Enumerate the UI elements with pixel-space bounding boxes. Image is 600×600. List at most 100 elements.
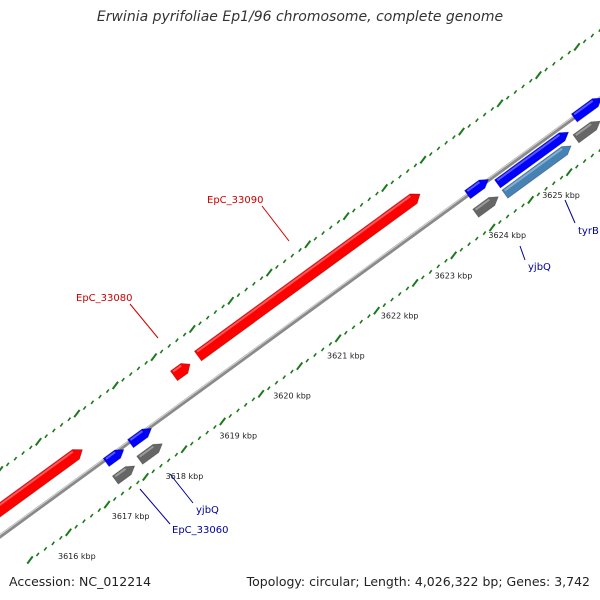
inner-tick xyxy=(351,325,356,330)
inner-tick xyxy=(397,291,402,297)
inner-tick xyxy=(474,236,479,241)
inner-tick xyxy=(82,519,86,524)
outer-tick xyxy=(496,99,504,108)
cds-bar-d xyxy=(111,465,136,485)
outer-tick xyxy=(5,462,10,467)
inner-tick xyxy=(582,159,587,164)
inner-tick xyxy=(251,397,256,402)
outer-tick xyxy=(298,247,302,253)
inner-tick xyxy=(296,361,304,371)
tick-label: 3617 kbp xyxy=(112,512,150,521)
inner-tick xyxy=(527,195,535,205)
gene-label: EpC_33090 xyxy=(207,195,263,206)
gene-arrow-tyrb xyxy=(501,145,572,199)
inner-tick xyxy=(89,513,94,518)
outer-tick xyxy=(313,236,318,241)
inner-tick xyxy=(498,219,502,225)
outer-tick xyxy=(98,394,102,399)
outer-tick xyxy=(405,168,410,174)
outer-tick xyxy=(167,343,172,348)
outer-tick xyxy=(175,338,179,343)
gene-arrow-forward-left xyxy=(0,449,83,520)
tick-labels: 3616 kbp 3617 kbp 3618 kbp 3619 kbp 3620 kbp… xyxy=(58,191,580,561)
gene-label: tyrB xyxy=(578,226,599,237)
gene-arrow-reverse-b xyxy=(570,97,600,123)
inner-tick xyxy=(180,444,188,454)
outer-tick xyxy=(265,268,273,277)
outer-tick xyxy=(544,67,548,72)
outer-tick xyxy=(34,437,42,446)
outer-tick xyxy=(452,135,456,140)
inner-tick xyxy=(151,469,156,474)
outer-tick xyxy=(105,388,110,394)
inner-tick xyxy=(166,458,171,463)
outer-tick xyxy=(252,281,256,286)
tick-label: 3624 kbp xyxy=(488,231,526,240)
inner-tick xyxy=(35,552,40,557)
outer-tick xyxy=(213,309,218,315)
inner-tick xyxy=(320,347,325,352)
outer-tick xyxy=(111,381,119,390)
inner-tick xyxy=(313,352,317,358)
outer-tick xyxy=(282,259,287,264)
inner-tick xyxy=(174,452,179,457)
outer-tick xyxy=(328,225,333,230)
inner-tick xyxy=(142,472,150,482)
tick-label: 3622 kbp xyxy=(381,311,419,320)
gene-label: EpC_33060 xyxy=(172,525,228,536)
inner-tick xyxy=(120,491,125,496)
outer-tick xyxy=(413,163,418,168)
inner-tick xyxy=(328,341,333,346)
inner-tick xyxy=(135,480,140,485)
inner-tick xyxy=(189,441,194,446)
gene-arrow-reverse-a xyxy=(463,178,490,200)
outer-tick xyxy=(28,445,33,450)
inner-tick xyxy=(112,496,117,502)
outer-tick xyxy=(321,230,325,236)
inner-tick xyxy=(282,375,287,380)
outer-tick xyxy=(198,321,202,326)
inner-tick xyxy=(74,524,79,529)
inner-tick xyxy=(334,334,342,343)
outer-tick xyxy=(52,428,56,433)
outer-tick xyxy=(21,450,25,456)
inner-tick xyxy=(428,269,433,274)
outer-tick xyxy=(342,211,350,221)
gene-label: yjbQ xyxy=(196,505,219,516)
outer-tick xyxy=(128,372,133,377)
outer-tick xyxy=(505,95,510,100)
outer-tick xyxy=(381,183,389,193)
genome-backbone xyxy=(0,96,600,539)
gene-label-leader xyxy=(261,205,290,242)
inner-tick xyxy=(436,264,441,269)
gene-label-leader xyxy=(139,488,171,525)
gene-labels: EpC_33090 EpC_33080 yjbQ tyrB yjbQ EpC_33060 xyxy=(76,195,599,536)
outer-tick xyxy=(150,352,158,362)
outer-tick xyxy=(352,208,356,213)
outer-tick xyxy=(290,253,295,258)
outer-tick xyxy=(136,366,141,371)
outer-tick xyxy=(275,264,279,270)
outer-tick xyxy=(367,197,372,202)
outer-tick xyxy=(221,304,225,309)
inner-tick xyxy=(420,275,425,280)
outer-tick xyxy=(67,417,72,422)
genome-backbone-highlight xyxy=(0,96,600,536)
outer-tick xyxy=(475,118,479,123)
inner-tick xyxy=(43,546,48,551)
inner-tick xyxy=(459,247,464,252)
gene-label: EpC_33080 xyxy=(76,293,132,304)
inner-tick xyxy=(488,223,496,232)
inner-tick xyxy=(367,314,371,319)
outer-tick xyxy=(458,127,466,136)
inner-tick xyxy=(559,175,564,180)
outer-tick xyxy=(573,42,581,52)
tick-label: 3620 kbp xyxy=(273,392,311,401)
cds-bar-c xyxy=(136,443,163,465)
gene-label-leader xyxy=(129,303,159,339)
inner-tick xyxy=(213,424,217,430)
gene-features xyxy=(0,97,600,520)
outer-tick-ring xyxy=(0,28,600,472)
outer-tick xyxy=(182,332,187,337)
tick-label: 3625 kbp xyxy=(542,191,580,200)
